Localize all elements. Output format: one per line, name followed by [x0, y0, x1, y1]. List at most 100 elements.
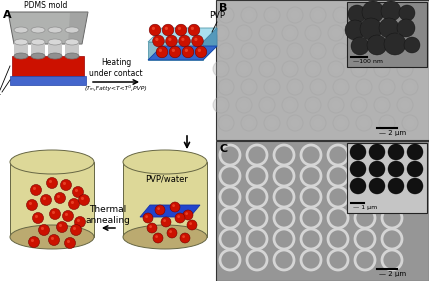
Polygon shape: [123, 162, 207, 237]
Polygon shape: [10, 162, 94, 237]
Circle shape: [337, 11, 345, 19]
Circle shape: [236, 25, 252, 41]
Circle shape: [43, 197, 46, 200]
Circle shape: [67, 240, 70, 243]
Circle shape: [251, 255, 263, 266]
Text: PVP/water: PVP/water: [145, 174, 188, 183]
Circle shape: [264, 115, 280, 131]
Text: (Tₘ,Fatty<T<Tᴳ,PVP): (Tₘ,Fatty<T<Tᴳ,PVP): [85, 85, 148, 91]
Circle shape: [263, 29, 271, 37]
Circle shape: [70, 225, 82, 235]
Circle shape: [187, 220, 197, 230]
Circle shape: [278, 255, 290, 266]
Circle shape: [301, 145, 321, 165]
Circle shape: [48, 235, 60, 246]
Polygon shape: [148, 42, 203, 60]
Circle shape: [60, 180, 72, 191]
Circle shape: [143, 213, 153, 223]
Circle shape: [291, 11, 299, 19]
Circle shape: [369, 144, 385, 160]
Circle shape: [153, 35, 164, 47]
Circle shape: [240, 101, 248, 109]
Circle shape: [79, 194, 90, 205]
Circle shape: [149, 225, 152, 228]
Circle shape: [224, 255, 236, 266]
Circle shape: [287, 43, 303, 59]
Circle shape: [40, 194, 51, 205]
Circle shape: [397, 61, 413, 77]
Polygon shape: [65, 42, 79, 56]
Text: — 2 μm: — 2 μm: [379, 130, 406, 136]
Circle shape: [147, 223, 157, 233]
Circle shape: [28, 237, 39, 248]
Circle shape: [301, 187, 321, 207]
Circle shape: [369, 161, 385, 177]
Circle shape: [355, 208, 375, 228]
Circle shape: [49, 209, 60, 219]
Circle shape: [152, 27, 155, 30]
Circle shape: [407, 161, 423, 177]
Circle shape: [383, 11, 391, 19]
Circle shape: [155, 235, 158, 238]
Circle shape: [305, 191, 317, 203]
Circle shape: [73, 187, 84, 198]
Circle shape: [251, 149, 263, 160]
Circle shape: [218, 43, 234, 59]
Circle shape: [236, 97, 252, 113]
Circle shape: [245, 11, 253, 19]
Circle shape: [287, 7, 303, 23]
Text: Heating
under contact: Heating under contact: [89, 58, 143, 78]
Circle shape: [81, 197, 84, 200]
Text: B: B: [219, 3, 227, 13]
Circle shape: [149, 24, 161, 36]
Circle shape: [213, 97, 229, 113]
Circle shape: [328, 25, 344, 41]
Circle shape: [245, 83, 253, 91]
Circle shape: [251, 234, 263, 244]
Circle shape: [332, 101, 340, 109]
Circle shape: [360, 191, 371, 203]
Ellipse shape: [10, 225, 94, 249]
Circle shape: [224, 171, 236, 182]
Circle shape: [382, 187, 402, 207]
Circle shape: [274, 208, 294, 228]
Circle shape: [402, 115, 418, 131]
Circle shape: [241, 115, 257, 131]
Circle shape: [310, 7, 326, 23]
Text: —100 nm: —100 nm: [353, 59, 383, 64]
Circle shape: [41, 227, 44, 230]
Circle shape: [328, 145, 348, 165]
Circle shape: [218, 115, 234, 131]
Circle shape: [328, 208, 348, 228]
Circle shape: [220, 166, 240, 186]
Circle shape: [350, 161, 366, 177]
Polygon shape: [10, 76, 86, 85]
Ellipse shape: [48, 53, 62, 59]
Circle shape: [286, 65, 294, 73]
Circle shape: [224, 234, 236, 244]
Circle shape: [274, 250, 294, 270]
Ellipse shape: [48, 27, 62, 33]
Circle shape: [360, 11, 368, 19]
Circle shape: [278, 191, 290, 203]
Circle shape: [355, 101, 363, 109]
Circle shape: [165, 27, 168, 30]
Circle shape: [268, 83, 276, 91]
Circle shape: [170, 202, 180, 212]
Circle shape: [39, 225, 49, 235]
Circle shape: [333, 115, 349, 131]
Bar: [347, 143, 427, 213]
Circle shape: [251, 171, 263, 182]
Text: A: A: [3, 10, 12, 20]
Circle shape: [332, 171, 344, 182]
Circle shape: [333, 43, 349, 59]
Circle shape: [274, 145, 294, 165]
Circle shape: [178, 27, 181, 30]
Circle shape: [305, 25, 321, 41]
Circle shape: [64, 237, 76, 248]
Circle shape: [387, 255, 398, 266]
Circle shape: [305, 61, 321, 77]
Circle shape: [337, 47, 345, 55]
Circle shape: [274, 229, 294, 249]
Circle shape: [382, 250, 402, 270]
